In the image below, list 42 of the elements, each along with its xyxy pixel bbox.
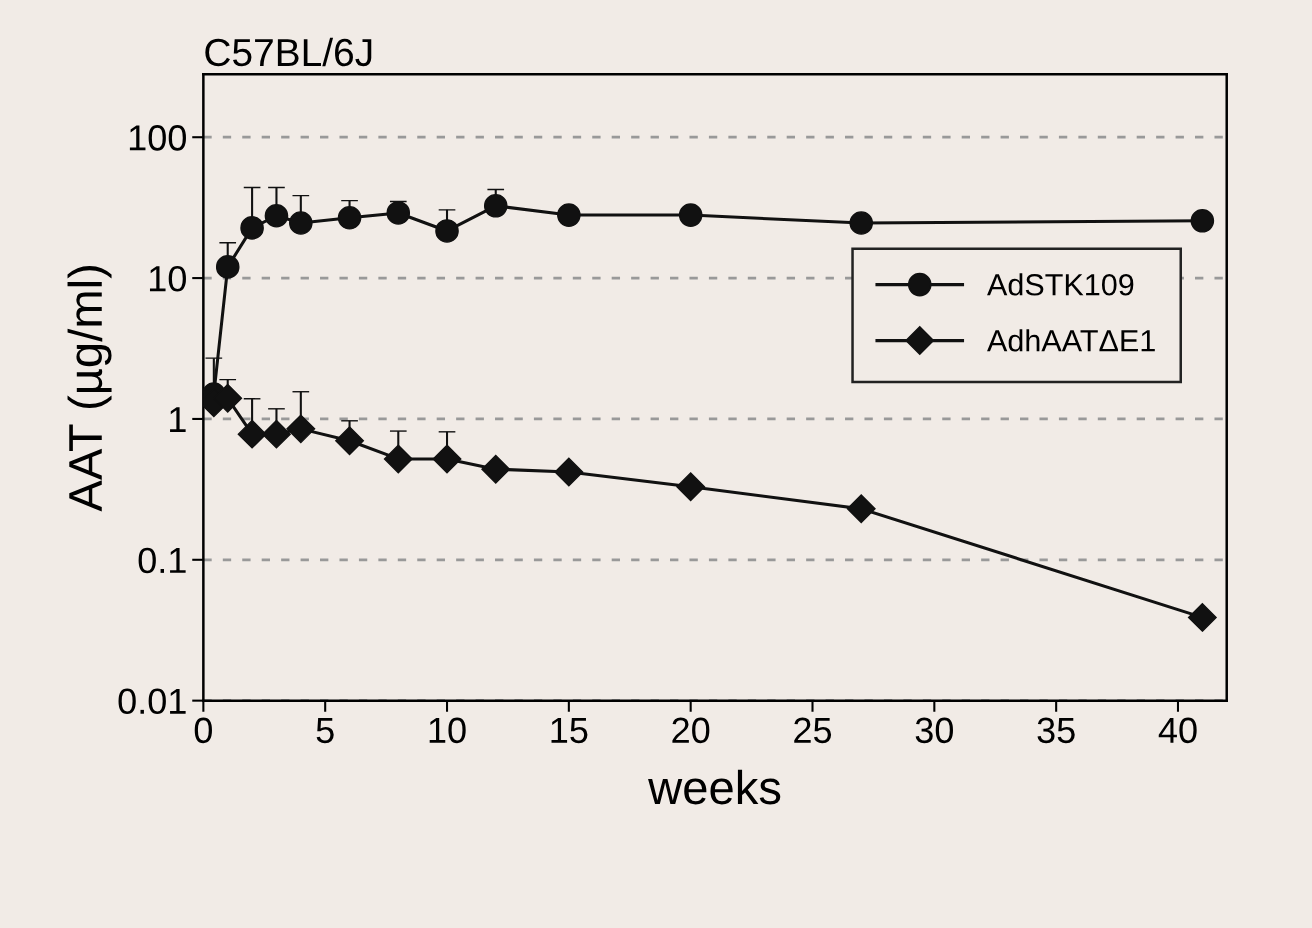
point: [481, 454, 511, 484]
point: [1187, 602, 1217, 632]
x-tick-label: 35: [1037, 717, 1075, 744]
point: [557, 203, 581, 227]
point: [215, 255, 240, 279]
x-tick-label: 10: [429, 717, 466, 744]
point: [383, 444, 413, 474]
point: [237, 419, 267, 449]
chart-title: C57BL/6J: [205, 37, 372, 67]
y-axis-title: AAT (µg/ml): [67, 266, 112, 512]
x-tick-label: 30: [915, 717, 953, 744]
point: [846, 494, 876, 524]
point: [1190, 209, 1215, 233]
point: [335, 426, 364, 456]
legend-label: AdSTK109: [987, 273, 1134, 296]
y-tick-label: 0.1: [138, 547, 186, 574]
point: [676, 472, 706, 502]
point: [386, 201, 411, 225]
point: [240, 216, 264, 240]
point: [483, 193, 508, 218]
point: [435, 219, 459, 243]
legend-label: AdhAATΔE1: [987, 329, 1155, 352]
y-tick-label: 100: [129, 125, 186, 151]
x-axis-title: weeks: [648, 769, 781, 805]
x-tick-label: 15: [551, 717, 588, 744]
x-tick-label: 0: [194, 717, 212, 744]
y-tick-label: 0.01: [118, 688, 186, 715]
point: [432, 444, 462, 474]
point: [337, 205, 362, 230]
point: [554, 457, 584, 487]
x-tick-label: 25: [794, 717, 832, 744]
x-tick-label: 5: [316, 717, 334, 744]
point: [264, 203, 289, 228]
point: [286, 414, 316, 444]
point: [678, 203, 703, 227]
point: [289, 211, 313, 235]
point: [262, 419, 291, 449]
point: [849, 211, 874, 235]
x-tick-label: 40: [1158, 717, 1197, 744]
y-tick-label: 10: [149, 265, 186, 292]
y-tick-label: 1: [170, 407, 186, 433]
x-tick-label: 20: [672, 717, 710, 744]
